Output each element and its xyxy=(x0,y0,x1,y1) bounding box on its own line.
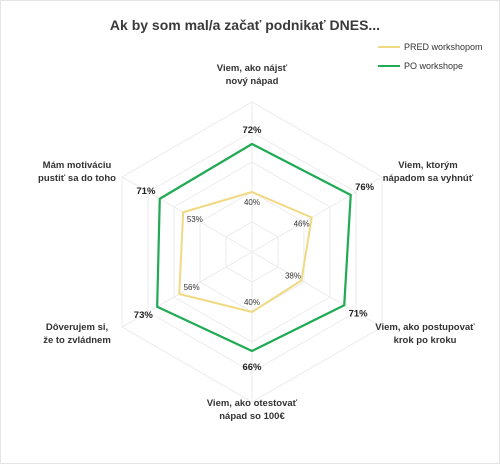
chart-title: Ak by som mal/a začať podnikať DNES... xyxy=(110,17,380,33)
axis-label-5: Dôverujem si, že to zvládnem xyxy=(43,322,111,346)
value-label: 71% xyxy=(349,308,369,319)
value-label: 53% xyxy=(187,215,203,224)
value-labels: 40% 46% 38% 40% 56% 53% 72% 76% 71% 66% 73% 71% xyxy=(134,125,375,373)
axis-label-line: nápad so 100€ xyxy=(219,411,285,422)
value-label: 40% xyxy=(244,298,260,307)
axis-label-line: že to zvládnem xyxy=(43,335,111,346)
value-label: 38% xyxy=(285,272,301,281)
axis-label-3: Viem, ako postupovať krok po kroku xyxy=(375,322,475,346)
axis-label-line: Viem, ako postupovať xyxy=(375,322,475,333)
grid-spoke-6 xyxy=(121,176,253,253)
legend: PRED workshopom PO workshope xyxy=(378,42,483,71)
series-line-po xyxy=(156,142,352,353)
axis-label-line: Mám motiváciu xyxy=(43,160,112,171)
axis-label-line: krok po kroku xyxy=(394,335,457,346)
series-line-pred xyxy=(178,191,313,313)
grid-spoke-3 xyxy=(251,251,383,328)
axis-label-line: Dôverujem si, xyxy=(46,322,108,333)
axis-label-6: Mám motiváciu pustiť sa do toho xyxy=(38,160,116,184)
value-label: 76% xyxy=(355,182,375,193)
value-label: 71% xyxy=(136,186,156,197)
axis-label-4: Viem, ako otestovať nápad so 100€ xyxy=(207,398,298,422)
value-label: 73% xyxy=(134,310,154,321)
value-label: 40% xyxy=(244,198,260,207)
axis-label-line: nový nápad xyxy=(226,76,279,87)
axis-label-line: Viem, ako otestovať xyxy=(207,398,298,409)
axis-label-line: nápadom sa vyhnúť xyxy=(383,173,474,184)
grid-spoke-2 xyxy=(251,176,383,253)
value-label: 72% xyxy=(242,125,262,136)
value-label: 56% xyxy=(184,283,200,292)
legend-label-po: PO workshope xyxy=(404,61,463,71)
axis-label-2: Viem, ktorým nápadom sa vyhnúť xyxy=(383,160,474,184)
legend-label-pred: PRED workshopom xyxy=(404,42,483,52)
axis-label-line: Viem, ako nájsť xyxy=(217,63,288,74)
axis-labels: Viem, ako nájsť nový nápad Viem, ktorým náp… xyxy=(38,63,475,422)
series-layer xyxy=(156,142,352,353)
grid-spoke-5 xyxy=(121,251,253,328)
axis-label-line: Viem, ktorým xyxy=(398,160,458,171)
axis-label-line: pustiť sa do toho xyxy=(38,173,116,184)
value-label: 46% xyxy=(294,219,310,228)
radar-grid xyxy=(121,101,383,403)
value-label: 66% xyxy=(242,362,262,373)
axis-label-1: Viem, ako nájsť nový nápad xyxy=(217,63,288,87)
